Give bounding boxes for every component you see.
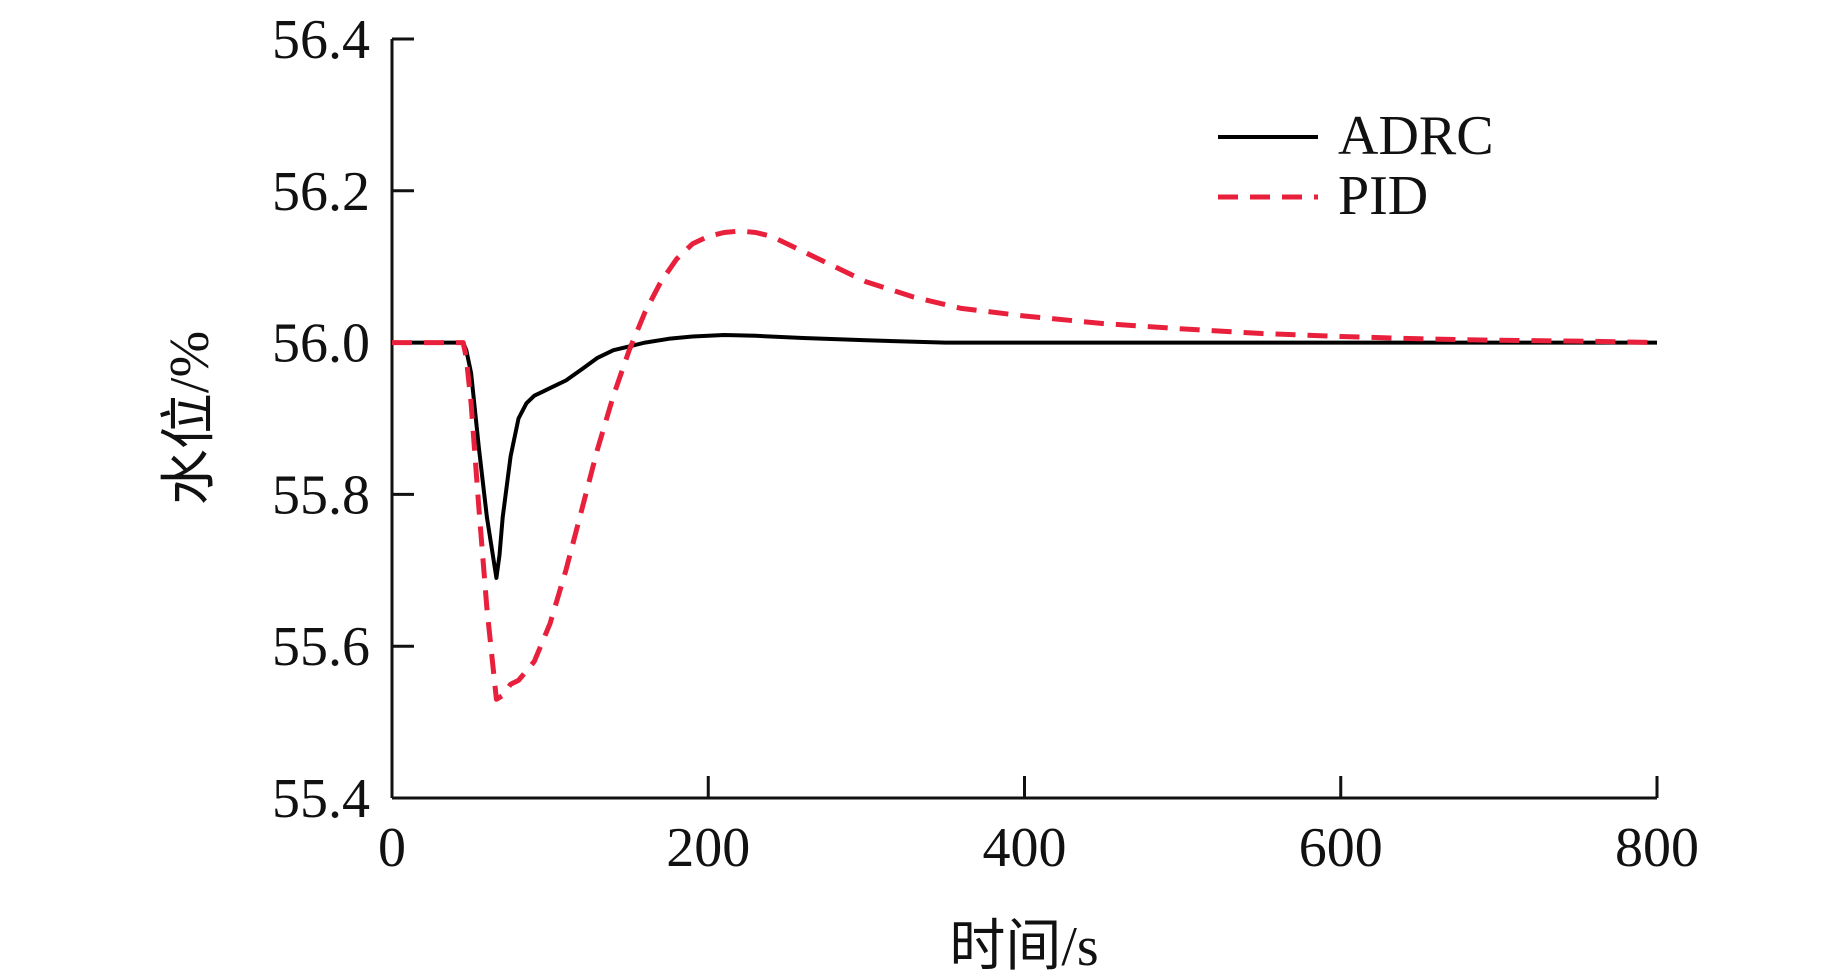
series-line-adrc — [392, 333, 1657, 580]
x-tick-label: 600 — [1299, 817, 1383, 879]
series-line-pid — [392, 228, 1658, 702]
x-tick-label: 0 — [378, 817, 406, 879]
y-axis-title: 水位/% — [159, 331, 221, 505]
y-tick-label: 55.8 — [272, 464, 370, 526]
y-tick-label: 56.2 — [272, 161, 370, 223]
legend-label-adrc: ADRC — [1338, 105, 1494, 167]
x-ticks: 0 200 400 600 800 — [378, 776, 1699, 879]
x-tick-label: 800 — [1615, 817, 1699, 879]
x-axis-title: 时间/s — [949, 916, 1098, 976]
y-tick-label: 56.4 — [272, 9, 370, 71]
x-tick-label: 400 — [983, 817, 1067, 879]
y-ticks: 55.4 55.6 55.8 56.0 56.2 56.4 — [272, 9, 414, 830]
x-tick-label: 200 — [666, 817, 750, 879]
plot-area: 55.4 55.6 55.8 56.0 56.2 56.4 0 200 400 600 800 — [272, 9, 1699, 879]
legend: ADRC PID — [1218, 105, 1494, 227]
legend-label-pid: PID — [1338, 165, 1428, 227]
y-tick-label: 55.6 — [272, 616, 370, 678]
series-layer — [392, 228, 1658, 702]
y-tick-label: 56.0 — [272, 313, 370, 375]
y-tick-label: 55.4 — [272, 768, 370, 830]
